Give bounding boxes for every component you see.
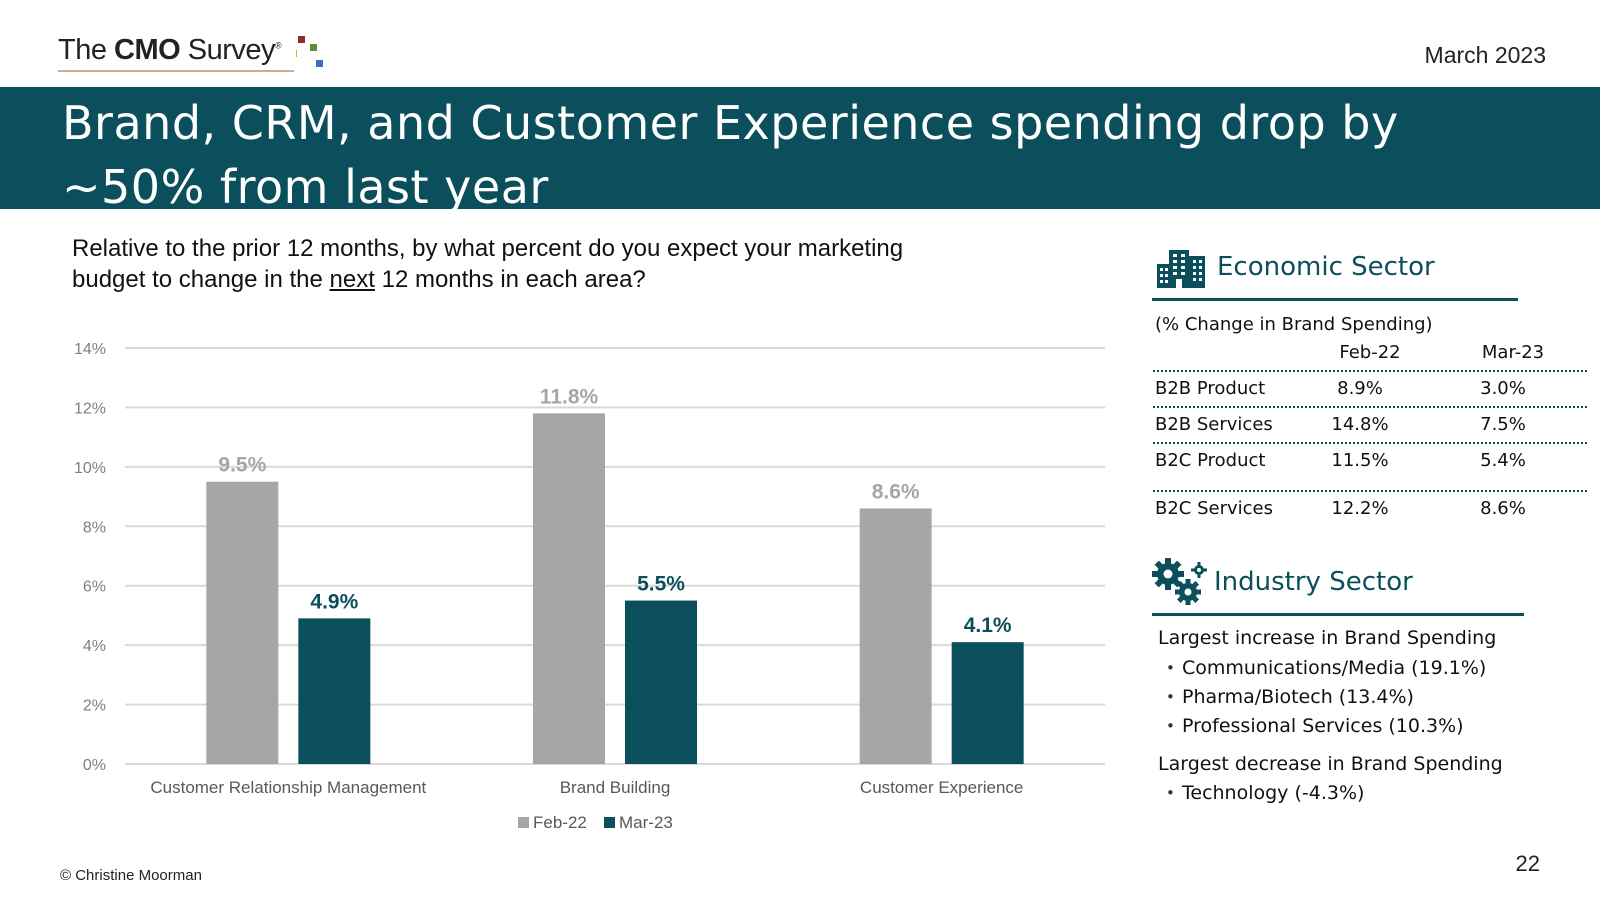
logo-the: The: [58, 34, 107, 66]
page-title-line-1: Brand, CRM, and Customer Experience spen…: [62, 96, 1399, 150]
survey-question: Relative to the prior 12 months, by what…: [72, 233, 1032, 295]
logo-square-green: [310, 44, 317, 51]
question-line-2-end: 12 months in each area?: [374, 266, 646, 293]
industry-sector-title: Industry Sector: [1214, 567, 1413, 597]
legend-label: Mar-23: [619, 813, 673, 832]
logo-underline: [58, 70, 294, 72]
bar-feb-22: [859, 508, 932, 764]
bar-mar-23: [625, 600, 697, 764]
data-label: 8.6%: [872, 480, 920, 503]
logo-square-blue: [316, 60, 323, 67]
row-value-mar23: 5.4%: [1480, 450, 1526, 471]
row-value-feb22: 14.8%: [1331, 414, 1389, 435]
logo-squares-icon: [296, 36, 323, 67]
bar-feb-22: [533, 413, 605, 764]
table-divider: [1153, 370, 1587, 372]
question-line-2-start: budget to change in the: [72, 266, 330, 293]
row-label: B2B Services: [1155, 414, 1273, 435]
list-item: Technology (-4.3%): [1166, 782, 1364, 804]
logo-survey: Survey: [187, 34, 276, 66]
row-value-mar23: 8.6%: [1480, 498, 1526, 519]
y-tick-label: 2%: [83, 698, 106, 715]
logo-cmo: CMO: [114, 34, 181, 66]
row-value-feb22: 12.2%: [1331, 498, 1389, 519]
list-item: Pharma/Biotech (13.4%): [1166, 686, 1414, 708]
page-number: 22: [1515, 851, 1540, 876]
row-value-mar23: 7.5%: [1480, 414, 1526, 435]
y-tick-label: 6%: [83, 579, 106, 596]
table-divider: [1153, 490, 1587, 492]
data-label: 5.5%: [637, 573, 685, 596]
data-label: 11.8%: [540, 385, 599, 408]
table-divider: [1153, 406, 1587, 408]
y-tick-label: 12%: [74, 400, 106, 417]
row-value-mar23: 3.0%: [1480, 378, 1526, 399]
column-header-mar23: Mar-23: [1481, 342, 1545, 363]
data-label: 4.9%: [310, 590, 358, 613]
decrease-heading: Largest decrease in Brand Spending: [1158, 753, 1503, 775]
table-row: B2B Services 14.8% 7.5%: [1155, 414, 1587, 448]
table-row: B2C Services 12.2% 8.6%: [1155, 498, 1587, 532]
list-item: Communications/Media (19.1%): [1166, 657, 1486, 679]
cmo-survey-logo: The CMO Survey®: [58, 34, 323, 74]
economic-sector-title: Economic Sector: [1217, 252, 1435, 282]
bar-mar-23: [951, 642, 1024, 764]
column-header-feb22: Feb-22: [1339, 342, 1401, 363]
x-category-label: Customer Relationship Management: [150, 778, 426, 797]
page-title: Brand, CRM, and Customer Experience spen…: [62, 91, 1542, 219]
data-label: 4.1%: [964, 614, 1012, 637]
data-label: 9.5%: [218, 454, 266, 477]
title-banner: Brand, CRM, and Customer Experience spen…: [0, 87, 1600, 214]
economic-sector-subtitle: (% Change in Brand Spending): [1155, 314, 1433, 335]
y-tick-label: 14%: [74, 341, 106, 358]
legend-swatch-mar-23: [604, 817, 615, 828]
row-label: B2C Product: [1155, 450, 1266, 471]
row-value-feb22: 8.9%: [1337, 378, 1383, 399]
bar-mar-23: [298, 618, 371, 764]
legend-label: Feb-22: [533, 813, 587, 832]
x-category-label: Brand Building: [560, 778, 671, 797]
economic-sector-header: Economic Sector: [1155, 246, 1435, 288]
question-line-1: Relative to the prior 12 months, by what…: [72, 235, 904, 262]
gears-icon: [1152, 558, 1207, 605]
question-emphasis-next: next: [329, 266, 375, 293]
industry-sector-header: Industry Sector: [1150, 556, 1413, 608]
x-category-label: Customer Experience: [860, 778, 1023, 797]
report-date: March 2023: [1424, 42, 1546, 68]
increase-heading: Largest increase in Brand Spending: [1158, 627, 1497, 649]
logo-square-red: [298, 36, 305, 43]
table-row: B2C Product 11.5% 5.4%: [1155, 450, 1587, 484]
industry-sector-rule: [1152, 613, 1524, 616]
bar-feb-22: [206, 481, 279, 764]
row-value-feb22: 11.5%: [1331, 450, 1389, 471]
logo-square-orange: [296, 50, 297, 57]
spending-change-bar-chart: 0% 2% 4% 6% 8% 10% 12% 14% 9.5% 4.9% Customer Rela…: [74, 341, 1105, 832]
buildings-icon: [1157, 250, 1205, 288]
economic-sector-rule: [1152, 298, 1518, 301]
y-tick-label: 0%: [83, 757, 106, 774]
legend-swatch-feb-22: [518, 817, 529, 828]
y-tick-label: 8%: [83, 519, 106, 536]
logo-registered-mark: ®: [275, 40, 282, 51]
list-item: Professional Services (10.3%): [1166, 715, 1464, 737]
copyright: © Christine Moorman: [60, 867, 202, 884]
question-line-2: budget to change in the next 12 months i…: [72, 264, 1032, 295]
y-tick-label: 10%: [74, 460, 106, 477]
row-label: B2C Services: [1155, 498, 1273, 519]
logo-wordmark: The CMO Survey®: [58, 34, 282, 66]
page-title-line-2: ~50% from last year: [62, 160, 549, 214]
row-label: B2B Product: [1155, 378, 1266, 399]
y-tick-label: 4%: [83, 638, 106, 655]
table-divider: [1153, 442, 1587, 444]
table-row: B2B Product 8.9% 3.0%: [1155, 378, 1587, 412]
